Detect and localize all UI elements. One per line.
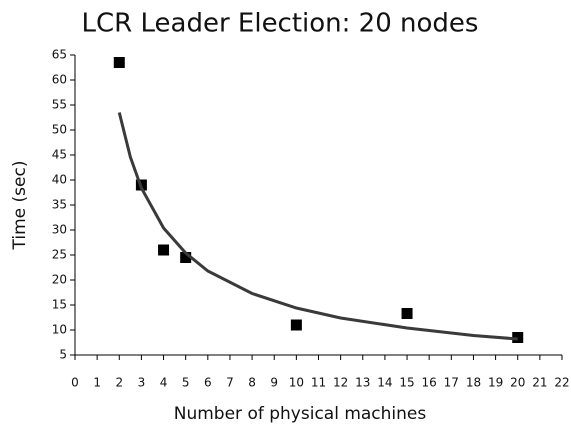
data-point <box>158 244 170 256</box>
trend-line <box>117 112 518 341</box>
x-tick-label: 6 <box>204 376 212 390</box>
x-tick-label: 22 <box>554 376 569 390</box>
x-tick-label: 10 <box>289 376 304 390</box>
y-tick-label: 55 <box>52 98 67 112</box>
y-tick-label: 20 <box>52 273 67 287</box>
x-tick-label: 3 <box>138 376 146 390</box>
data-point <box>290 319 302 331</box>
x-tick-label: 8 <box>248 376 256 390</box>
y-tick-label: 35 <box>52 198 67 212</box>
y-tick-label: 10 <box>52 323 67 337</box>
x-tick-label: 18 <box>466 376 481 390</box>
x-tick-label: 7 <box>226 376 234 390</box>
y-tick-label: 30 <box>52 223 67 237</box>
x-tick-label: 13 <box>355 376 370 390</box>
data-point <box>113 57 125 68</box>
chart-title: LCR Leader Election: 20 nodes <box>82 9 479 39</box>
x-tick-label: 0 <box>71 376 79 390</box>
x-tick-label: 5 <box>182 376 190 390</box>
y-tick-label: 65 <box>52 48 67 62</box>
x-axis-label: Number of physical machines <box>174 404 427 424</box>
x-tick-label: 11 <box>311 376 326 390</box>
x-tick-label: 15 <box>399 376 414 390</box>
y-tick-label: 40 <box>52 173 67 187</box>
data-point <box>180 252 192 263</box>
x-tick-label: 4 <box>160 376 168 390</box>
x-tick-label: 21 <box>532 376 547 390</box>
y-tick-label: 50 <box>52 123 67 137</box>
x-tick-label: 9 <box>270 376 278 390</box>
data-point <box>401 308 413 319</box>
x-tick-label: 17 <box>444 376 459 390</box>
x-tick-label: 14 <box>377 376 392 390</box>
x-tick-label: 16 <box>422 376 437 390</box>
y-tick-label: 5 <box>59 348 67 362</box>
x-tick-label: 20 <box>510 376 525 390</box>
y-tick-label: 15 <box>52 298 67 312</box>
x-tick-label: 19 <box>488 376 503 390</box>
x-tick-label: 1 <box>93 376 101 390</box>
x-tick-label: 2 <box>115 376 123 390</box>
y-tick-label: 25 <box>52 248 67 262</box>
y-axis-label: Time (sec) <box>10 161 30 251</box>
x-tick-label: 12 <box>333 376 348 390</box>
y-tick-label: 45 <box>52 148 67 162</box>
y-tick-label: 60 <box>52 73 67 87</box>
